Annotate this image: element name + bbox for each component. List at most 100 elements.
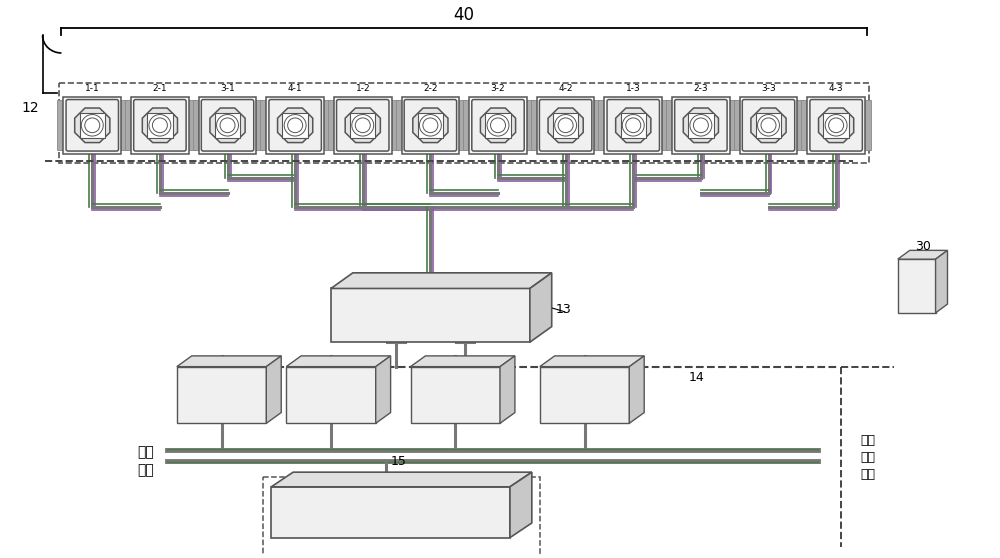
FancyBboxPatch shape — [404, 99, 457, 151]
Polygon shape — [500, 356, 515, 424]
Bar — [263, 477, 540, 558]
Bar — [328, 100, 335, 150]
Text: 4-3: 4-3 — [829, 84, 843, 93]
Bar — [120, 100, 127, 150]
Bar — [131, 97, 189, 153]
Text: 1-1: 1-1 — [85, 84, 100, 93]
Text: 2-1: 2-1 — [153, 84, 167, 93]
Text: 13: 13 — [556, 304, 571, 316]
Polygon shape — [530, 273, 552, 342]
Bar — [147, 113, 173, 138]
Bar — [80, 113, 105, 138]
Polygon shape — [271, 472, 532, 487]
Bar — [193, 100, 200, 150]
Bar — [688, 113, 714, 138]
Text: 直流
母线: 直流 母线 — [137, 445, 154, 477]
Bar — [526, 100, 533, 150]
FancyBboxPatch shape — [66, 99, 118, 151]
Bar — [418, 113, 443, 138]
Text: 15: 15 — [391, 455, 406, 468]
Bar — [666, 100, 673, 150]
Bar — [593, 100, 600, 150]
Polygon shape — [548, 108, 583, 143]
Text: 3-2: 3-2 — [491, 84, 505, 93]
Bar — [553, 113, 578, 138]
FancyBboxPatch shape — [337, 99, 389, 151]
Polygon shape — [331, 273, 552, 288]
Bar — [463, 100, 470, 150]
FancyBboxPatch shape — [269, 99, 321, 151]
Bar — [864, 100, 871, 150]
FancyBboxPatch shape — [134, 99, 186, 151]
Text: 12: 12 — [21, 100, 39, 115]
Bar — [734, 100, 741, 150]
Bar — [598, 100, 605, 150]
Bar — [458, 100, 465, 150]
Bar — [796, 100, 803, 150]
Bar — [331, 288, 530, 342]
Polygon shape — [751, 108, 786, 143]
Bar — [621, 113, 646, 138]
Polygon shape — [286, 356, 391, 367]
FancyBboxPatch shape — [539, 99, 592, 151]
Polygon shape — [142, 108, 177, 143]
Bar — [729, 100, 736, 150]
Bar — [63, 97, 121, 153]
Polygon shape — [278, 108, 313, 143]
Text: 4-1: 4-1 — [288, 84, 302, 93]
FancyBboxPatch shape — [742, 99, 795, 151]
Bar — [391, 100, 398, 150]
Polygon shape — [376, 356, 391, 424]
Bar — [59, 83, 869, 163]
Polygon shape — [898, 251, 948, 259]
Bar — [661, 100, 668, 150]
Polygon shape — [510, 472, 532, 538]
Bar — [402, 97, 459, 153]
Bar — [801, 100, 808, 150]
Polygon shape — [540, 356, 644, 367]
Polygon shape — [210, 108, 245, 143]
Bar — [672, 97, 730, 153]
Bar — [396, 100, 403, 150]
Text: 14: 14 — [689, 371, 705, 383]
Bar — [282, 113, 308, 138]
Bar — [740, 97, 797, 153]
FancyBboxPatch shape — [810, 99, 862, 151]
Bar — [537, 97, 594, 153]
Text: 1-2: 1-2 — [355, 84, 370, 93]
Bar — [199, 97, 256, 153]
Bar — [177, 367, 266, 424]
Polygon shape — [177, 356, 281, 367]
Polygon shape — [629, 356, 644, 424]
Text: 40: 40 — [454, 6, 475, 23]
Text: 1-3: 1-3 — [626, 84, 641, 93]
Bar — [260, 100, 267, 150]
Bar — [266, 97, 324, 153]
Text: 2-2: 2-2 — [423, 84, 438, 93]
Bar — [823, 113, 849, 138]
Polygon shape — [411, 356, 515, 367]
Bar — [540, 367, 629, 424]
Bar — [469, 97, 527, 153]
Text: 30: 30 — [915, 240, 931, 253]
Bar — [323, 100, 330, 150]
Bar — [215, 113, 240, 138]
Bar — [531, 100, 538, 150]
Bar — [898, 259, 936, 313]
Polygon shape — [683, 108, 718, 143]
Bar — [485, 113, 511, 138]
FancyBboxPatch shape — [472, 99, 524, 151]
Polygon shape — [936, 251, 948, 313]
Bar — [334, 97, 392, 153]
Bar — [604, 97, 662, 153]
Bar — [411, 367, 500, 424]
Text: 2-3: 2-3 — [694, 84, 708, 93]
Bar — [57, 100, 64, 150]
FancyBboxPatch shape — [675, 99, 727, 151]
Bar — [350, 113, 375, 138]
Text: 3-1: 3-1 — [220, 84, 235, 93]
Polygon shape — [75, 108, 110, 143]
Polygon shape — [266, 356, 281, 424]
Polygon shape — [616, 108, 651, 143]
Text: 有线
数据
传输: 有线 数据 传输 — [860, 434, 875, 480]
